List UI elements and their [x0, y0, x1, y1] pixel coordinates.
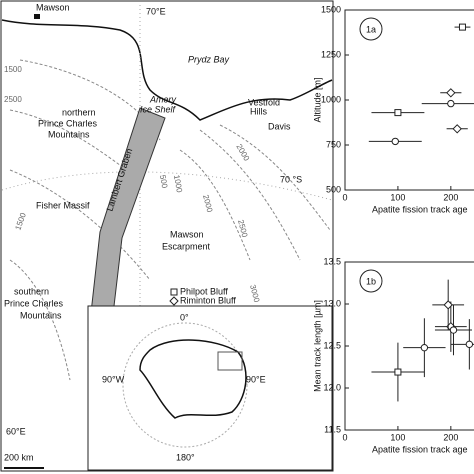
x-axis-label: Apatite fission track age	[372, 204, 468, 214]
y-axis-label: Altitude [m]	[312, 77, 322, 122]
panel-label: 1b	[366, 276, 376, 286]
place-label: Prydz Bay	[188, 54, 230, 64]
point	[394, 109, 402, 117]
point	[391, 137, 399, 146]
station	[34, 14, 40, 19]
y-tick-label: 1000	[321, 94, 341, 104]
y-tick-label: 1500	[321, 4, 341, 14]
place-label: northern	[62, 107, 96, 117]
y-tick-label: 13.0	[323, 298, 341, 308]
contour-label: 1500	[4, 65, 22, 74]
point	[465, 340, 474, 349]
point	[394, 368, 402, 376]
contours	[9, 59, 331, 381]
place-label: Mawson	[36, 2, 70, 12]
panel-badge	[359, 17, 383, 41]
panel-badge	[359, 269, 383, 293]
graticule-label: 60°E	[6, 426, 26, 436]
legend-label: Riminton Bluff	[180, 295, 236, 305]
place-label: Vestfold	[248, 97, 280, 107]
y-tick-label: 11.5	[324, 424, 341, 434]
contour-label: 500	[158, 174, 169, 189]
inset-label: 180°	[176, 452, 195, 462]
point	[420, 343, 429, 352]
x-tick-label: 100	[390, 192, 405, 202]
point	[447, 99, 455, 108]
point	[449, 326, 458, 334]
point	[452, 124, 462, 134]
contour-label: 2500	[4, 95, 22, 104]
coastline	[1, 19, 333, 121]
place-label: southern	[14, 286, 49, 296]
legend-marker	[169, 296, 179, 306]
place-label: Amery	[149, 94, 177, 104]
x-axis-label: Apatite fission track age	[372, 444, 468, 454]
inset-label: 0°	[180, 312, 189, 322]
place-label: Ice Shelf	[140, 104, 177, 114]
place-label: Hills	[250, 106, 267, 116]
place-label: Prince Charles	[4, 298, 64, 308]
graticule-label: 70°E	[146, 6, 166, 16]
place-label: Mountains	[20, 310, 62, 320]
place-label: Davis	[268, 121, 291, 131]
y-axis-label: Mean track length [µm]	[312, 300, 322, 392]
scale-label: 200 km	[4, 452, 34, 462]
inset-label: 90°W	[102, 374, 125, 384]
inset-box	[217, 351, 243, 371]
map: Mawson Prydz Bay Vestfold Hills Davis Am…	[0, 0, 334, 472]
inset-label: 90°E	[246, 374, 266, 384]
legend-marker	[170, 288, 178, 296]
panel-label: 1a	[366, 24, 376, 34]
y-tick-label: 1250	[321, 49, 341, 59]
y-tick-label: 500	[326, 184, 341, 194]
place-label: Fisher Massif	[36, 200, 90, 210]
contour-label: 1000	[172, 174, 184, 194]
x-tick-label: 200	[443, 192, 458, 202]
point	[446, 88, 456, 98]
point	[443, 300, 453, 310]
y-tick-label: 12.5	[323, 340, 341, 350]
inset-graticule	[122, 322, 248, 448]
place-label: Prince Charles	[38, 118, 98, 128]
x-tick-label: 0	[342, 192, 347, 202]
y-tick-label: 750	[326, 139, 341, 149]
y-tick-label: 12.0	[323, 382, 341, 392]
graticule-label: 70 °S	[280, 174, 302, 184]
place-label: Mountains	[48, 129, 90, 139]
y-tick-label: 13.5	[323, 256, 341, 266]
point	[458, 23, 466, 31]
x-tick-label: 0	[342, 432, 347, 442]
graticule-lines	[1, 5, 333, 470]
antarctica	[139, 339, 247, 419]
x-tick-label: 200	[443, 432, 458, 442]
x-tick-label: 100	[390, 432, 405, 442]
legend-label: Philpot Bluff	[180, 286, 228, 296]
place-label: Escarpment	[162, 241, 211, 251]
place-label: Mawson	[170, 229, 204, 239]
